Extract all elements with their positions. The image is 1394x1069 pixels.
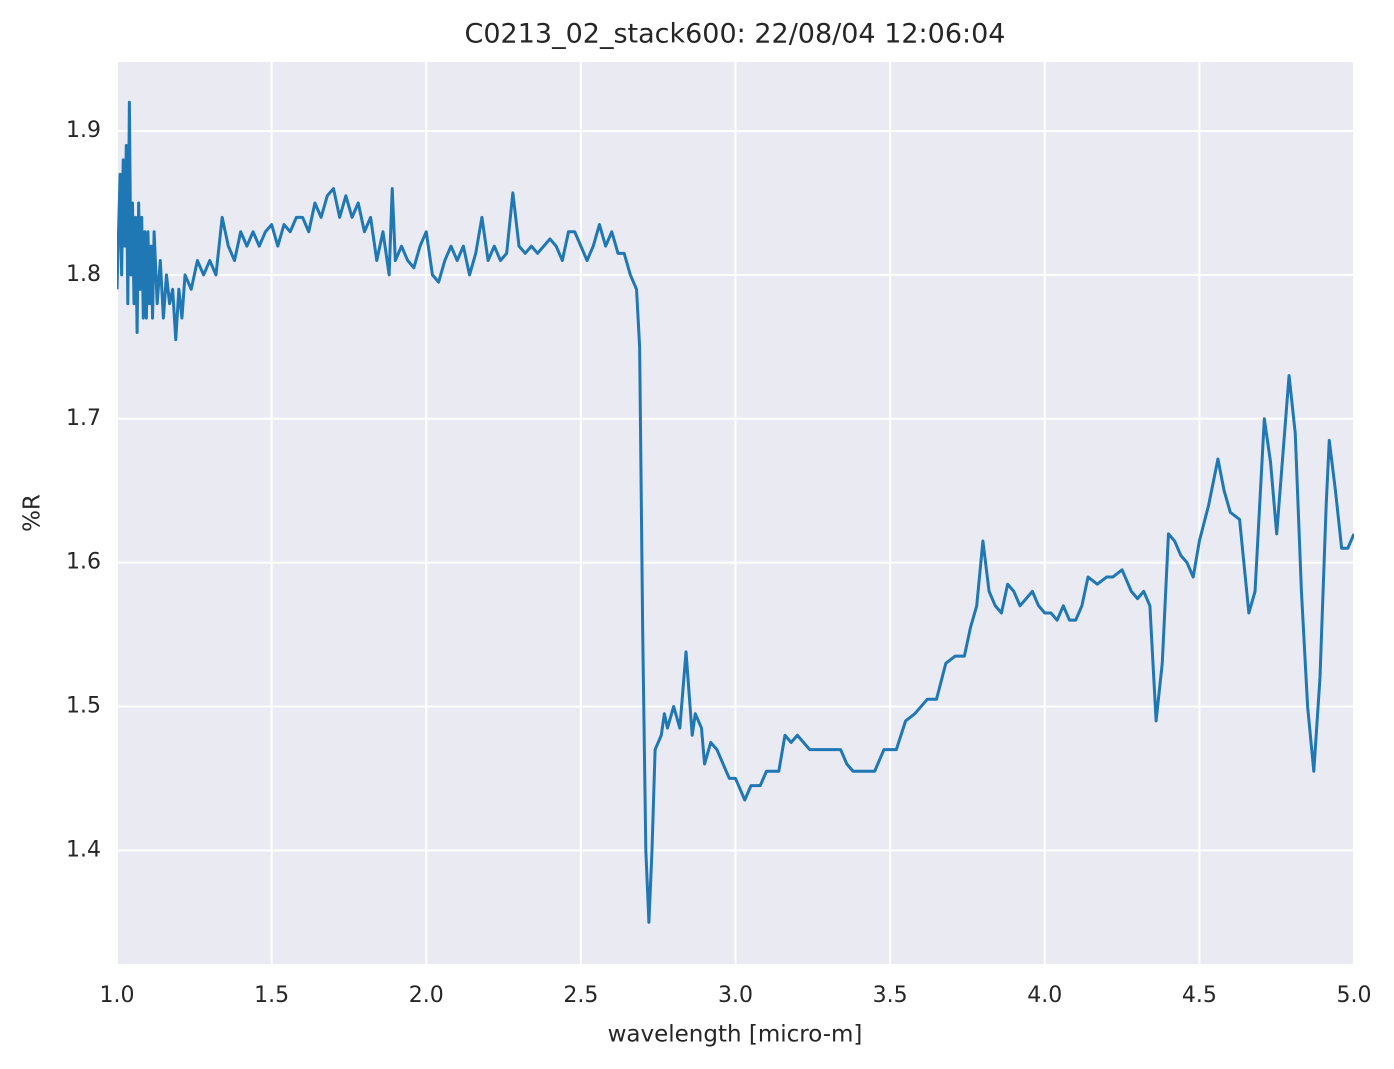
x-tick-label: 3.5 <box>873 983 908 1008</box>
y-tick-label: 1.6 <box>66 550 101 575</box>
x-tick-label: 3.0 <box>718 983 753 1008</box>
data-line <box>117 100 1354 924</box>
x-tick-label: 4.0 <box>1027 983 1062 1008</box>
y-tick-label: 1.4 <box>66 837 101 862</box>
x-tick-label: 2.5 <box>563 983 598 1008</box>
x-tick-label: 1.5 <box>254 983 289 1008</box>
chart-title: C0213_02_stack600: 22/08/04 12:06:04 <box>465 19 1006 50</box>
x-tick-label: 1.0 <box>100 983 135 1008</box>
y-axis-label: %R <box>20 494 46 532</box>
y-tick-label: 1.5 <box>66 693 101 718</box>
x-tick-label: 2.0 <box>409 983 444 1008</box>
y-tick-label: 1.8 <box>66 262 101 287</box>
x-tick-label: 5.0 <box>1337 983 1372 1008</box>
y-tick-label: 1.9 <box>66 118 101 143</box>
x-tick-label: 4.5 <box>1182 983 1217 1008</box>
y-tick-label: 1.7 <box>66 406 101 431</box>
x-axis-label: wavelength [micro-m] <box>608 1022 863 1048</box>
